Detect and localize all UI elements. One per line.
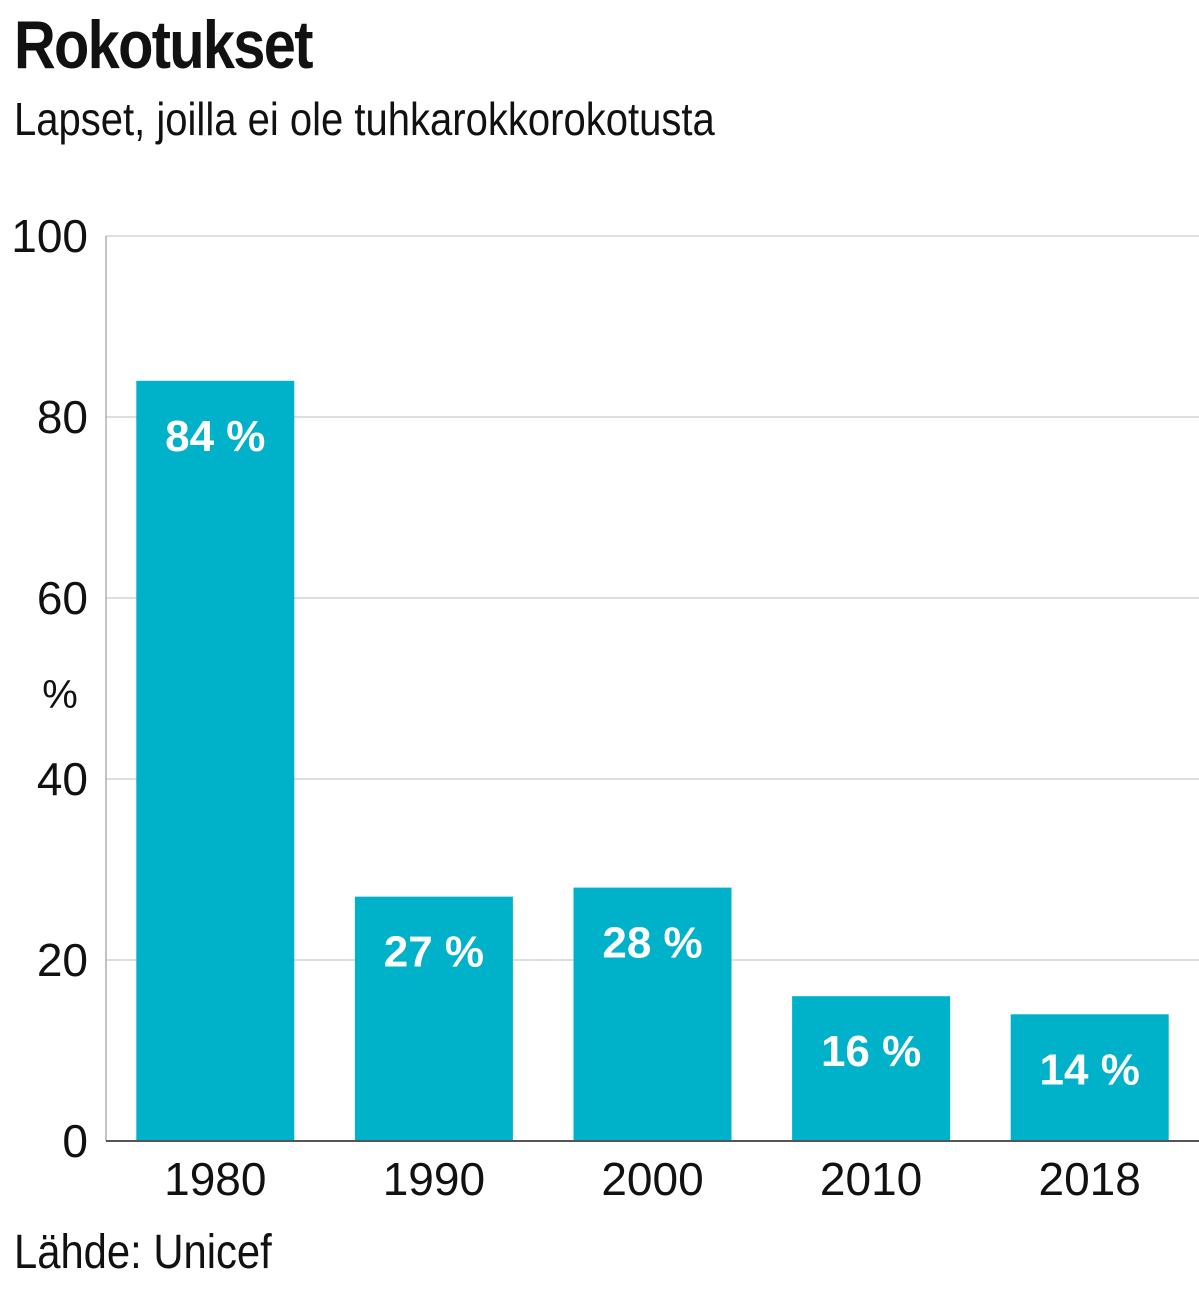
y-tick-label: 0 xyxy=(62,1115,88,1167)
source-note: Lähde: Unicef xyxy=(14,1226,272,1279)
x-tick-label-2018: 2018 xyxy=(1039,1153,1141,1205)
x-tick-label-1980: 1980 xyxy=(164,1153,266,1205)
bar-2010 xyxy=(792,996,951,1141)
bar-1980 xyxy=(136,380,295,1141)
data-label-1990: 27 % xyxy=(384,928,484,977)
data-label-2018: 14 % xyxy=(1040,1045,1140,1094)
x-tick-label-1990: 1990 xyxy=(383,1153,485,1205)
y-tick-label: 100 xyxy=(11,210,88,262)
y-tick-label: 20 xyxy=(37,934,88,986)
y-tick-label: 80 xyxy=(37,391,88,443)
y-axis-label: % xyxy=(42,673,78,717)
data-label-1980: 84 % xyxy=(165,412,265,461)
data-label-2010: 16 % xyxy=(821,1027,921,1076)
y-tick-label: 40 xyxy=(37,753,88,805)
x-axis-labels: 1980 1990 2000 2010 2018 xyxy=(164,1153,1141,1205)
data-label-2000: 28 % xyxy=(602,919,702,968)
bars: 84 % 27 % 28 % 16 % 14 % xyxy=(136,380,1169,1141)
chart-subtitle: Lapset, joilla ei ole tuhkarokkorokotust… xyxy=(14,93,715,145)
chart-title: Rokotukset xyxy=(14,7,313,83)
bar-2000 xyxy=(573,887,732,1141)
x-tick-label-2000: 2000 xyxy=(601,1153,703,1205)
bar-1990 xyxy=(354,896,513,1141)
bar-2018 xyxy=(1010,1014,1169,1141)
x-tick-label-2010: 2010 xyxy=(820,1153,922,1205)
y-tick-label: 60 xyxy=(37,572,88,624)
y-axis-ticks: 0 20 40 60 80 100 xyxy=(11,210,88,1167)
